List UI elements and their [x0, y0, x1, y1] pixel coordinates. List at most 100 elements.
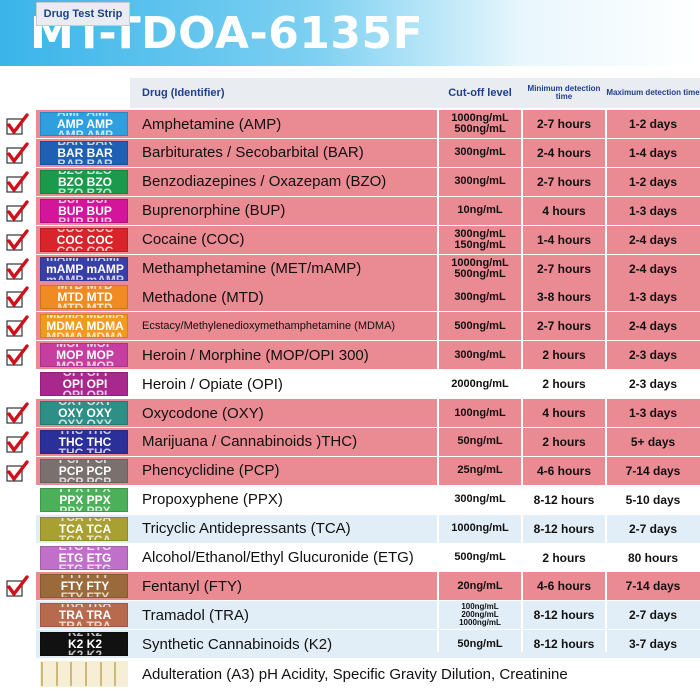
drug-name: Cocaine (COC): [142, 231, 245, 249]
strip-label: ETG ETG: [58, 552, 112, 564]
cutoff-level: 1000ng/mL 500ng/mL: [451, 112, 509, 135]
strip-label: PPX PPX: [59, 494, 111, 506]
minimum-detection-time: 1-4 hours: [536, 232, 591, 247]
row-background: [36, 110, 700, 138]
drug-name: Barbiturates / Secobarbital (BAR): [142, 144, 364, 162]
minimum-detection-time: 2 hours: [542, 377, 586, 392]
maximum-detection-time: 5-10 days: [625, 492, 681, 507]
strip-label: PPX PPX: [41, 506, 127, 511]
strip-label: PCP PCP: [41, 477, 127, 482]
adulteration-text: Adulteration (A3) pH Acidity, Specific G…: [142, 665, 568, 683]
minimum-detection-time: 8-12 hours: [533, 521, 595, 536]
strip-label: BAR BAR: [41, 159, 127, 164]
strip-label: THC THC: [41, 448, 127, 453]
maximum-detection-time: 1-2 days: [628, 174, 678, 189]
row-background: [36, 514, 700, 543]
column-divider: [605, 108, 607, 652]
minimum-detection-time: 2-7 hours: [536, 261, 591, 276]
strip-label: OPI OPI: [41, 390, 127, 395]
header-drug-test-strip: Drug Test Strip: [36, 2, 130, 26]
cutoff-level: 300ng/mL: [454, 348, 506, 361]
maximum-detection-time: 5+ days: [630, 434, 676, 449]
checkmark-icon: [6, 228, 29, 251]
strip-label: THC THC: [41, 431, 127, 436]
row-background: [36, 138, 700, 167]
strip-label: FTY FTY: [60, 581, 110, 593]
minimum-detection-time: 2 hours: [542, 550, 586, 565]
header-banner: MT-TDOA-6135F: [0, 0, 700, 66]
drug-name: Fentanyl (FTY): [142, 577, 243, 595]
adulteration-row: Adulteration (A3) pH Acidity, Specific G…: [0, 659, 700, 689]
minimum-detection-time: 2 hours: [542, 348, 586, 363]
checkmark-icon: [6, 315, 29, 337]
strip-label: K2 K2: [41, 633, 127, 638]
minimum-detection-time: 8-12 hours: [533, 637, 595, 652]
checkmark-icon: [6, 344, 29, 366]
row-background: [36, 427, 700, 456]
row-background: [36, 601, 700, 630]
maximum-detection-time: 2-3 days: [628, 377, 678, 392]
row-background: [36, 341, 700, 370]
strip-label: COC COC: [41, 229, 127, 234]
strip-label: BZO BZO: [58, 176, 112, 188]
row-background: [36, 312, 700, 341]
strip-label: MDMA MDMA: [41, 332, 127, 337]
strip-label: BAR BAR: [41, 142, 127, 147]
strip-label: TRA TRA: [58, 610, 112, 622]
minimum-detection-time: 2 hours: [542, 434, 586, 449]
strip-label: COC COC: [56, 234, 114, 246]
drug-name: Propoxyphene (PPX): [142, 491, 283, 509]
cutoff-level: 100ng/mL: [454, 406, 506, 419]
minimum-detection-time: 4-6 hours: [536, 463, 591, 478]
header-minimum-detection: Minimum detection time: [522, 78, 606, 108]
minimum-detection-time: 4-6 hours: [536, 579, 591, 594]
strip-label: AMP AMP: [56, 119, 113, 130]
drug-name: Tricyclic Antidepressants (TCA): [142, 520, 351, 538]
cutoff-level: 50ng/mL: [457, 637, 503, 650]
maximum-detection-time: 2-3 days: [628, 348, 678, 363]
minimum-detection-time: 2-7 hours: [536, 117, 591, 131]
strip-label: TRA TRA: [41, 621, 127, 626]
maximum-detection-time: 7-14 days: [625, 579, 681, 594]
drug-name: Phencyclidine (PCP): [142, 462, 280, 480]
strip-label: COC COC: [41, 246, 127, 251]
strip-label: PCP PCP: [58, 465, 112, 477]
strip-label: ETG ETG: [41, 547, 127, 552]
maximum-detection-time: 2-4 days: [628, 319, 678, 334]
strip-label: OXY OXY: [41, 419, 127, 424]
strip-label: OXY OXY: [58, 408, 112, 419]
minimum-detection-time: 8-12 hours: [533, 608, 595, 623]
maximum-detection-time: 1-3 days: [628, 406, 678, 420]
drug-name: Methamphetamine (MET/mAMP): [142, 260, 362, 277]
drug-name: Ecstacy/Methylenedioxymethamphetamine (M…: [142, 320, 396, 333]
checkmark-icon: [6, 113, 29, 135]
strip-label: THC THC: [58, 436, 112, 448]
maximum-detection-time: 7-14 days: [625, 463, 681, 478]
strip-label: BUP BUP: [58, 205, 112, 217]
strip-label: TRA TRA: [41, 604, 127, 609]
cutoff-level: 50ng/mL: [457, 435, 503, 448]
header-cutoff-level: Cut-off level: [438, 78, 522, 108]
strip-label: OXY OXY: [41, 402, 127, 407]
drug-name: Methadone (MTD): [142, 288, 264, 306]
strip-label: MDMA MDMA: [41, 315, 127, 320]
cutoff-level: 300ng/mL: [454, 290, 506, 303]
cutoff-level: 100ng/mL 200ng/mL 1000ng/mL: [459, 602, 501, 628]
checkmark-icon: [6, 402, 29, 424]
maximum-detection-time: 1-4 days: [628, 145, 678, 160]
strip-label: MDMA MDMA: [46, 321, 124, 333]
maximum-detection-time: 2-7 days: [628, 521, 678, 536]
row-background: [36, 543, 700, 572]
